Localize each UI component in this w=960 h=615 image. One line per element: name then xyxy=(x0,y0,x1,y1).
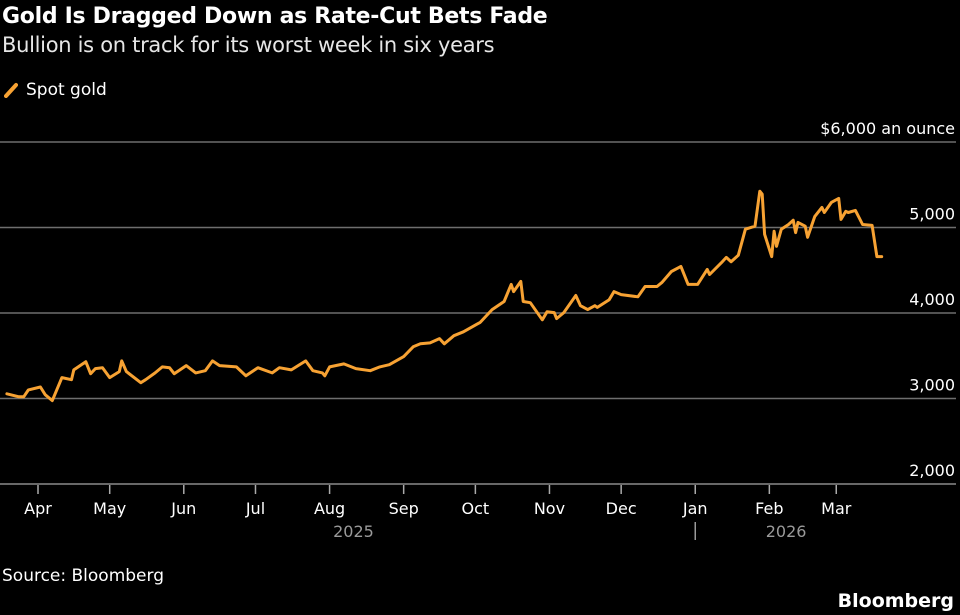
x-tick-label: Nov xyxy=(534,499,565,518)
x-tick-label: Jul xyxy=(245,499,265,518)
x-tick-label: Sep xyxy=(389,499,419,518)
x-tick-label: Jun xyxy=(170,499,196,518)
x-tick-label: Aug xyxy=(314,499,345,518)
y-tick-label: $6,000 an ounce xyxy=(820,119,955,138)
x-tick-label: Mar xyxy=(821,499,852,518)
year-label: 2025 xyxy=(333,522,374,541)
legend-swatch-icon xyxy=(4,83,18,98)
y-tick-label: 4,000 xyxy=(909,290,955,309)
y-tick-label: 2,000 xyxy=(909,461,955,480)
x-tick-label: Feb xyxy=(755,499,783,518)
chart-subtitle: Bullion is on track for its worst week i… xyxy=(2,33,495,57)
x-tick-label: Dec xyxy=(606,499,637,518)
bloomberg-logo: Bloomberg xyxy=(837,590,954,612)
source-note: Source: Bloomberg xyxy=(2,566,164,586)
x-tick-label: Oct xyxy=(462,499,490,518)
x-tick-label: May xyxy=(93,499,126,518)
legend: Spot gold xyxy=(4,80,107,100)
chart-title: Gold Is Dragged Down as Rate-Cut Bets Fa… xyxy=(2,4,548,29)
x-tick-label: Jan xyxy=(682,499,708,518)
year-label: 2026 xyxy=(766,522,807,541)
y-tick-label: 5,000 xyxy=(909,205,955,224)
chart-plot: 2,000 3,000 4,000 5,000 $6,000 an ounce Apr Ma… xyxy=(0,119,956,541)
legend-label: Spot gold xyxy=(26,80,107,100)
y-tick-label: 3,000 xyxy=(909,376,955,395)
series-line-spot-gold xyxy=(5,189,884,403)
x-tick-label: Apr xyxy=(24,499,52,518)
